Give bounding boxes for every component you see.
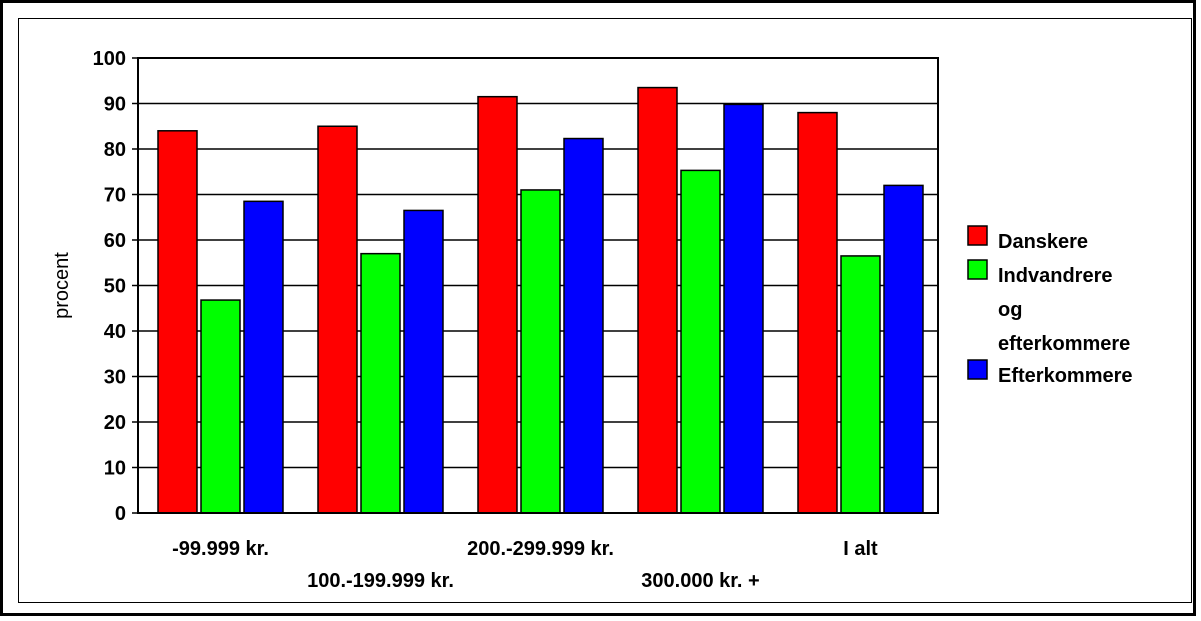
y-tick-label: 90 — [104, 94, 126, 116]
bar — [243, 200, 284, 514]
bar — [723, 103, 764, 514]
legend: Danskere Indvandrere og efterkommere Efterko… — [967, 225, 1133, 387]
x-tick-label: 200.-299.999 kr. — [467, 538, 614, 560]
bar — [520, 189, 561, 514]
y-tick-label: 50 — [104, 276, 126, 298]
legend-swatch — [967, 359, 988, 380]
bar — [840, 255, 881, 514]
y-tick-label: 70 — [104, 185, 126, 207]
x-axis-ticks: -99.999 kr. 100.-199.999 kr. 200.-299.999 … — [172, 538, 878, 592]
y-tick-label: 100 — [93, 48, 126, 70]
legend-label: Indvandrere — [998, 265, 1112, 287]
y-tick-label: 10 — [104, 458, 126, 480]
y-tick-label: 80 — [104, 139, 126, 161]
y-axis-label: procent — [51, 252, 73, 319]
x-tick-label: I alt — [843, 538, 878, 560]
y-tick-label: 30 — [104, 367, 126, 389]
bar — [797, 111, 838, 514]
legend-label: og — [998, 299, 1022, 321]
bar — [317, 125, 358, 514]
y-tick-label: 0 — [115, 503, 126, 525]
bar — [157, 130, 198, 514]
y-axis-ticks: 0 10 20 30 40 50 60 70 80 90 100 — [93, 48, 138, 525]
bar — [477, 95, 518, 514]
legend-swatch — [967, 259, 988, 280]
bar — [563, 137, 604, 514]
bar — [680, 169, 721, 514]
x-tick-label: -99.999 kr. — [172, 538, 269, 560]
bar — [200, 299, 241, 514]
bar — [883, 184, 924, 514]
bar — [403, 209, 444, 514]
legend-label: efterkommere — [998, 333, 1130, 355]
y-tick-label: 20 — [104, 412, 126, 434]
y-tick-label: 60 — [104, 230, 126, 252]
bar — [637, 86, 678, 514]
y-tick-label: 40 — [104, 321, 126, 343]
x-tick-label: 100.-199.999 kr. — [307, 570, 454, 592]
x-tick-label: 300.000 kr. + — [641, 570, 759, 592]
bar — [360, 252, 401, 514]
legend-swatch — [967, 225, 988, 246]
chart-inner-frame — [18, 18, 1192, 603]
bars — [157, 86, 924, 514]
legend-label: Efterkommere — [998, 365, 1133, 387]
legend-label: Danskere — [998, 231, 1088, 253]
